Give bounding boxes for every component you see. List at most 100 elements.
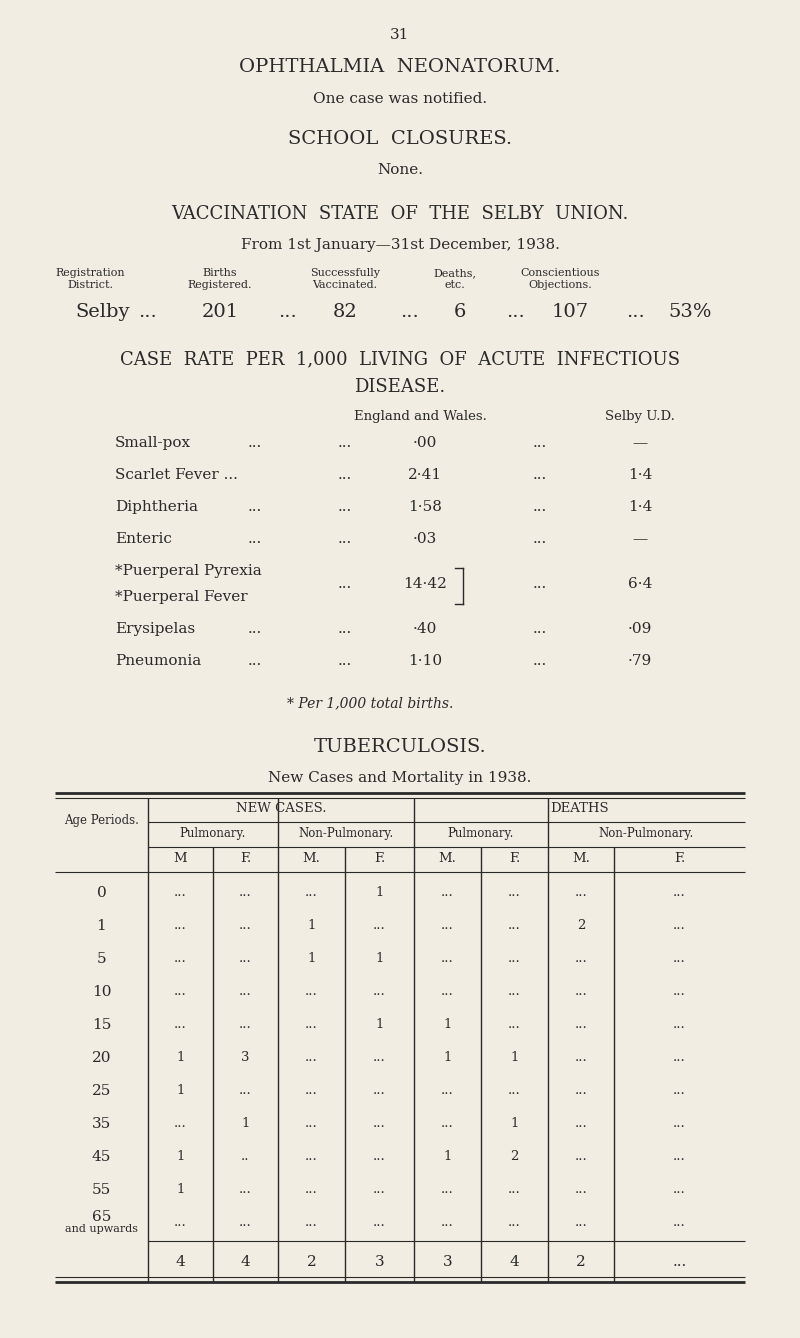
Text: 1·10: 1·10 bbox=[408, 654, 442, 668]
Text: Small-pox: Small-pox bbox=[115, 436, 191, 450]
Text: ..: .. bbox=[242, 1149, 250, 1163]
Text: 1: 1 bbox=[443, 1018, 452, 1032]
Text: 1: 1 bbox=[375, 886, 384, 899]
Text: ...: ... bbox=[673, 919, 686, 933]
Text: ...: ... bbox=[338, 468, 352, 482]
Text: ...: ... bbox=[174, 1216, 187, 1230]
Text: ...: ... bbox=[278, 302, 298, 321]
Text: ...: ... bbox=[441, 1216, 454, 1230]
Text: ...: ... bbox=[248, 622, 262, 636]
Text: ...: ... bbox=[673, 1183, 686, 1196]
Text: *Puerperal Pyrexia: *Puerperal Pyrexia bbox=[115, 565, 262, 578]
Text: 55: 55 bbox=[92, 1183, 111, 1198]
Text: ·00: ·00 bbox=[413, 436, 437, 450]
Text: Successfully
Vaccinated.: Successfully Vaccinated. bbox=[310, 268, 380, 289]
Text: ...: ... bbox=[373, 1149, 386, 1163]
Text: ...: ... bbox=[174, 919, 187, 933]
Text: ...: ... bbox=[574, 1084, 587, 1097]
Text: ...: ... bbox=[373, 1117, 386, 1131]
Text: ...: ... bbox=[574, 1117, 587, 1131]
Text: ...: ... bbox=[373, 1084, 386, 1097]
Text: ...: ... bbox=[338, 577, 352, 591]
Text: ...: ... bbox=[373, 985, 386, 998]
Text: ...: ... bbox=[239, 1018, 252, 1032]
Text: ...: ... bbox=[239, 1084, 252, 1097]
Text: ...: ... bbox=[508, 1216, 521, 1230]
Text: 2: 2 bbox=[510, 1149, 518, 1163]
Text: ...: ... bbox=[441, 985, 454, 998]
Text: 1: 1 bbox=[307, 919, 316, 933]
Text: ...: ... bbox=[673, 886, 686, 899]
Text: ...: ... bbox=[441, 1117, 454, 1131]
Text: 3: 3 bbox=[442, 1255, 452, 1268]
Text: ...: ... bbox=[174, 1018, 187, 1032]
Text: Pulmonary.: Pulmonary. bbox=[448, 827, 514, 840]
Text: 15: 15 bbox=[92, 1018, 111, 1032]
Text: F.: F. bbox=[674, 852, 685, 864]
Text: 201: 201 bbox=[202, 302, 238, 321]
Text: ...: ... bbox=[338, 654, 352, 668]
Text: Registration
District.: Registration District. bbox=[55, 268, 125, 289]
Text: 4: 4 bbox=[510, 1255, 519, 1268]
Text: Non-Pulmonary.: Non-Pulmonary. bbox=[298, 827, 394, 840]
Text: ...: ... bbox=[574, 953, 587, 965]
Text: ...: ... bbox=[174, 886, 187, 899]
Text: 10: 10 bbox=[92, 985, 111, 999]
Text: ...: ... bbox=[533, 577, 547, 591]
Text: 2: 2 bbox=[306, 1255, 316, 1268]
Text: ...: ... bbox=[338, 622, 352, 636]
Text: New Cases and Mortality in 1938.: New Cases and Mortality in 1938. bbox=[268, 771, 532, 785]
Text: ...: ... bbox=[508, 1018, 521, 1032]
Text: Conscientious
Objections.: Conscientious Objections. bbox=[520, 268, 600, 289]
Text: Enteric: Enteric bbox=[115, 533, 172, 546]
Text: 1: 1 bbox=[375, 953, 384, 965]
Text: ...: ... bbox=[248, 500, 262, 514]
Text: * Per 1,000 total births.: * Per 1,000 total births. bbox=[287, 696, 453, 710]
Text: ...: ... bbox=[508, 1183, 521, 1196]
Text: ...: ... bbox=[508, 953, 521, 965]
Text: Selby: Selby bbox=[75, 302, 130, 321]
Text: 20: 20 bbox=[92, 1052, 111, 1065]
Text: ...: ... bbox=[533, 533, 547, 546]
Text: 6: 6 bbox=[454, 302, 466, 321]
Text: ...: ... bbox=[441, 919, 454, 933]
Text: M.: M. bbox=[302, 852, 321, 864]
Text: One case was notified.: One case was notified. bbox=[313, 92, 487, 106]
Text: 14·42: 14·42 bbox=[403, 577, 447, 591]
Text: 1: 1 bbox=[176, 1183, 185, 1196]
Text: ...: ... bbox=[138, 302, 158, 321]
Text: F.: F. bbox=[240, 852, 251, 864]
Text: OPHTHALMIA  NEONATORUM.: OPHTHALMIA NEONATORUM. bbox=[239, 58, 561, 76]
Text: ...: ... bbox=[239, 886, 252, 899]
Text: M: M bbox=[174, 852, 187, 864]
Text: ...: ... bbox=[441, 1183, 454, 1196]
Text: ...: ... bbox=[305, 1084, 318, 1097]
Text: ...: ... bbox=[305, 1018, 318, 1032]
Text: 5: 5 bbox=[97, 953, 106, 966]
Text: Non-Pulmonary.: Non-Pulmonary. bbox=[599, 827, 694, 840]
Text: 107: 107 bbox=[551, 302, 589, 321]
Text: ...: ... bbox=[673, 953, 686, 965]
Text: ...: ... bbox=[574, 985, 587, 998]
Text: VACCINATION  STATE  OF  THE  SELBY  UNION.: VACCINATION STATE OF THE SELBY UNION. bbox=[171, 205, 629, 223]
Text: ...: ... bbox=[305, 1117, 318, 1131]
Text: M.: M. bbox=[438, 852, 457, 864]
Text: 3: 3 bbox=[374, 1255, 384, 1268]
Text: ...: ... bbox=[574, 1052, 587, 1064]
Text: 1·58: 1·58 bbox=[408, 500, 442, 514]
Text: ...: ... bbox=[373, 1183, 386, 1196]
Text: CASE  RATE  PER  1,000  LIVING  OF  ACUTE  INFECTIOUS: CASE RATE PER 1,000 LIVING OF ACUTE INFE… bbox=[120, 351, 680, 368]
Text: ...: ... bbox=[305, 1216, 318, 1230]
Text: ...: ... bbox=[574, 1216, 587, 1230]
Text: SCHOOL  CLOSURES.: SCHOOL CLOSURES. bbox=[288, 130, 512, 149]
Text: ...: ... bbox=[574, 1149, 587, 1163]
Text: ...: ... bbox=[305, 1183, 318, 1196]
Text: 1: 1 bbox=[510, 1052, 518, 1064]
Text: ...: ... bbox=[574, 1183, 587, 1196]
Text: ...: ... bbox=[338, 436, 352, 450]
Text: ...: ... bbox=[508, 985, 521, 998]
Text: ...: ... bbox=[248, 654, 262, 668]
Text: DISEASE.: DISEASE. bbox=[354, 379, 446, 396]
Text: ...: ... bbox=[239, 1216, 252, 1230]
Text: ...: ... bbox=[508, 919, 521, 933]
